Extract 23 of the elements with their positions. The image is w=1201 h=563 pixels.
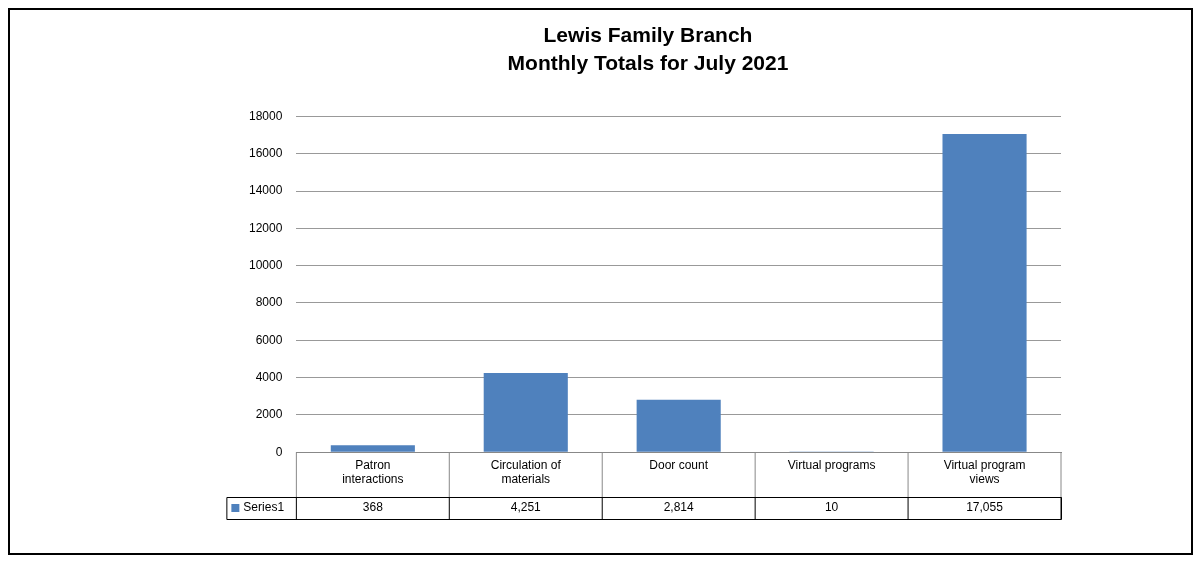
chart-title: Lewis Family Branch xyxy=(543,23,753,47)
y-tick-label: 10000 xyxy=(248,257,283,272)
x-tick-label: Virtual program views xyxy=(943,457,1026,487)
chart-subtitle: Monthly Totals for July 2021 xyxy=(507,50,789,74)
y-tick-label: 18000 xyxy=(248,108,283,123)
data-label: 17,055 xyxy=(966,500,1004,515)
legend-label: Series1 xyxy=(243,500,285,515)
data-label: 2,814 xyxy=(663,500,695,515)
y-tick-label: 14000 xyxy=(248,183,283,198)
y-tick-label: 4000 xyxy=(255,369,283,384)
x-tick-label: Virtual programs xyxy=(787,457,876,472)
y-tick-label: 0 xyxy=(275,444,283,459)
y-tick-label: 12000 xyxy=(248,220,283,235)
y-tick-label: 8000 xyxy=(255,295,283,310)
y-tick-label: 16000 xyxy=(248,146,283,161)
x-tick-label: Circulation of materials xyxy=(490,457,562,487)
x-tick-label: Door count xyxy=(649,457,709,472)
data-label: 4,251 xyxy=(510,500,542,515)
data-label: 10 xyxy=(824,500,839,515)
y-tick-label: 2000 xyxy=(255,407,283,422)
x-tick-label: Patron interactions xyxy=(342,457,404,487)
data-label: 368 xyxy=(362,500,384,515)
y-tick-label: 6000 xyxy=(255,332,283,347)
